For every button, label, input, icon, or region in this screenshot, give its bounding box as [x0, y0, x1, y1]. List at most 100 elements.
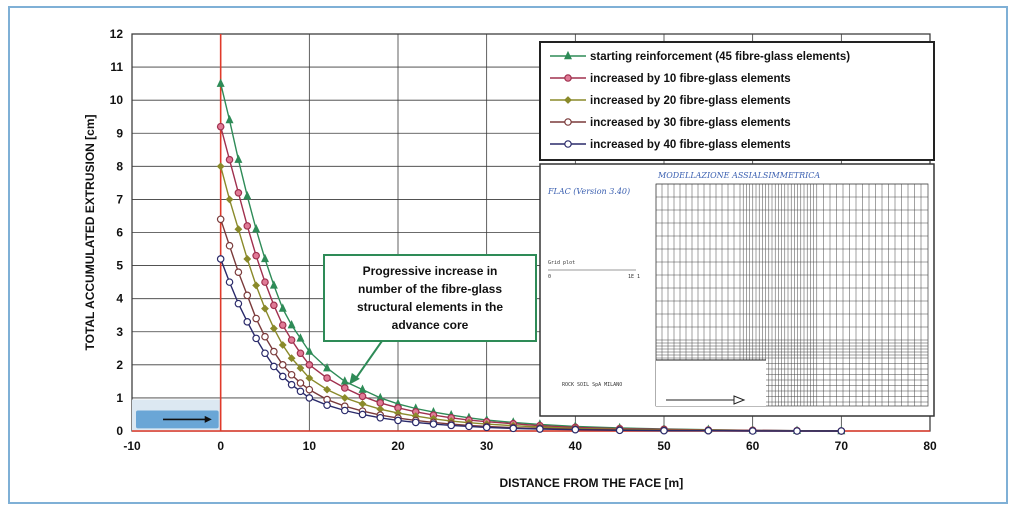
- data-point: [225, 278, 234, 286]
- data-point: [234, 225, 243, 234]
- y-tick-label: 1: [116, 391, 123, 405]
- data-point: [216, 162, 225, 171]
- data-point: [340, 384, 349, 392]
- data-point: [278, 303, 287, 312]
- legend-label: starting reinforcement (45 fibre-glass e…: [590, 51, 850, 63]
- data-point: [234, 189, 243, 197]
- inset-scale-left: 0: [548, 274, 551, 280]
- data-point: [252, 224, 261, 233]
- data-point: [564, 96, 572, 104]
- data-point: [287, 336, 296, 344]
- inset-model-image: FLAC (Version 3.40) MODELLAZIONE ASSIALSI…: [539, 163, 935, 417]
- data-point: [358, 384, 367, 393]
- x-tick-label: 50: [657, 439, 671, 453]
- legend-item: starting reinforcement (45 fibre-glass e…: [550, 50, 850, 63]
- legend-label: increased by 20 fibre-glass elements: [590, 95, 791, 107]
- tunnel-face-icon: [132, 399, 221, 431]
- legend-label: increased by 30 fibre-glass elements: [590, 117, 791, 129]
- data-point: [270, 301, 278, 310]
- data-point: [216, 78, 225, 87]
- data-point: [394, 416, 402, 425]
- data-point: [261, 304, 269, 313]
- x-tick-label: 60: [746, 439, 760, 453]
- annotation-line: structural elements in the: [357, 300, 503, 314]
- data-point: [305, 361, 314, 369]
- y-tick-label: 4: [116, 292, 123, 306]
- legend: starting reinforcement (45 fibre-glass e…: [539, 41, 935, 161]
- data-point: [225, 195, 234, 204]
- inset-arrow-head: [733, 395, 746, 405]
- legend-item: increased by 40 fibre-glass elements: [550, 139, 791, 151]
- data-point: [305, 346, 314, 355]
- data-point: [225, 114, 234, 124]
- data-point: [305, 385, 314, 394]
- y-tick-label: 3: [116, 325, 123, 339]
- y-tick-label: 8: [116, 159, 123, 173]
- data-point: [261, 278, 269, 286]
- y-tick-label: 7: [116, 192, 123, 206]
- legend-label: increased by 10 fibre-glass elements: [590, 73, 791, 85]
- y-tick-label: 9: [116, 126, 123, 140]
- data-point: [358, 399, 367, 408]
- data-point: [225, 241, 234, 250]
- x-tick-label: 70: [835, 439, 849, 453]
- data-point: [296, 387, 305, 396]
- data-point: [323, 401, 331, 409]
- data-point: [509, 424, 518, 433]
- annotation-arrow-shaft: [353, 340, 383, 382]
- data-point: [278, 321, 287, 329]
- data-point: [243, 318, 252, 326]
- data-point: [278, 361, 287, 369]
- data-point: [216, 255, 225, 263]
- y-tick-label: 2: [116, 358, 123, 372]
- data-point: [793, 427, 801, 435]
- x-tick-label: 40: [569, 439, 583, 453]
- inset-title-right: MODELLAZIONE ASSIALSIMMETRICA: [657, 171, 820, 180]
- data-point: [243, 222, 252, 230]
- tunnel-excavation: [656, 360, 766, 406]
- data-point: [287, 370, 296, 379]
- data-point: [571, 425, 580, 434]
- data-point: [340, 406, 349, 415]
- y-tick-label: 6: [116, 226, 123, 240]
- y-tick-label: 12: [110, 27, 124, 41]
- data-point: [411, 418, 420, 427]
- data-point: [287, 354, 296, 363]
- data-point: [340, 376, 349, 385]
- chart-frame: -10 0 10 20 30 40 50 60 70 80 0 1 2 3 4 5 6 7 8 9 10 11 12 FLA…: [8, 6, 1008, 504]
- data-point: [287, 380, 296, 389]
- data-point: [429, 420, 438, 428]
- data-point: [243, 291, 252, 300]
- data-point: [340, 394, 349, 402]
- data-point: [296, 349, 305, 358]
- data-point: [216, 122, 225, 131]
- y-tick-label: 0: [116, 424, 123, 438]
- data-point: [482, 423, 491, 432]
- data-point: [704, 426, 713, 435]
- data-point: [296, 379, 305, 387]
- annotation-line: number of the fibre-glass: [358, 282, 502, 296]
- data-point: [564, 140, 572, 148]
- data-point: [278, 341, 287, 349]
- data-point: [296, 364, 305, 373]
- legend-label: increased by 40 fibre-glass elements: [590, 139, 791, 151]
- data-point: [305, 374, 314, 382]
- x-tick-label: 30: [480, 439, 494, 453]
- y-tick-label: 10: [110, 93, 124, 107]
- data-point: [234, 299, 243, 308]
- y-tick-label: 5: [116, 259, 123, 273]
- data-point: [305, 394, 314, 402]
- arrow-head: [204, 415, 212, 423]
- data-point: [536, 425, 544, 433]
- annotation: Progressive increase in number of the fib…: [323, 254, 537, 385]
- data-point: [837, 427, 846, 435]
- data-point: [564, 118, 572, 126]
- legend-box: [539, 41, 935, 161]
- data-point: [225, 155, 234, 164]
- data-point: [564, 74, 572, 82]
- x-axis-title: DISTANCE FROM THE FACE [m]: [499, 476, 683, 490]
- data-point: [252, 281, 261, 290]
- inset-grid-plot-label: Grid plot: [548, 260, 575, 266]
